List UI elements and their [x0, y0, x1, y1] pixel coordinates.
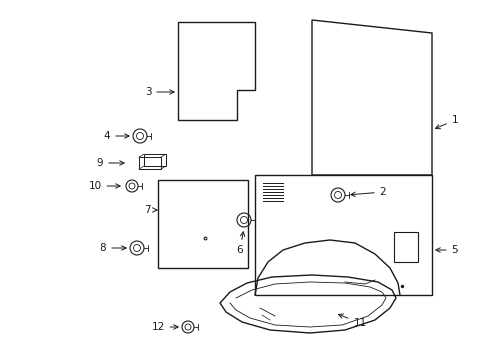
Bar — [143, 154, 165, 166]
Text: 6: 6 — [236, 232, 244, 255]
Text: 3: 3 — [144, 87, 174, 97]
Text: 9: 9 — [97, 158, 124, 168]
Text: 2: 2 — [350, 187, 386, 197]
Text: 4: 4 — [103, 131, 129, 141]
Text: 11: 11 — [338, 314, 366, 328]
Bar — [393, 232, 417, 262]
Text: 7: 7 — [143, 205, 157, 215]
Text: 8: 8 — [100, 243, 126, 253]
Text: 10: 10 — [88, 181, 120, 191]
Text: 5: 5 — [435, 245, 457, 255]
Bar — [139, 157, 161, 169]
Text: 1: 1 — [435, 115, 457, 129]
Text: 12: 12 — [151, 322, 178, 332]
